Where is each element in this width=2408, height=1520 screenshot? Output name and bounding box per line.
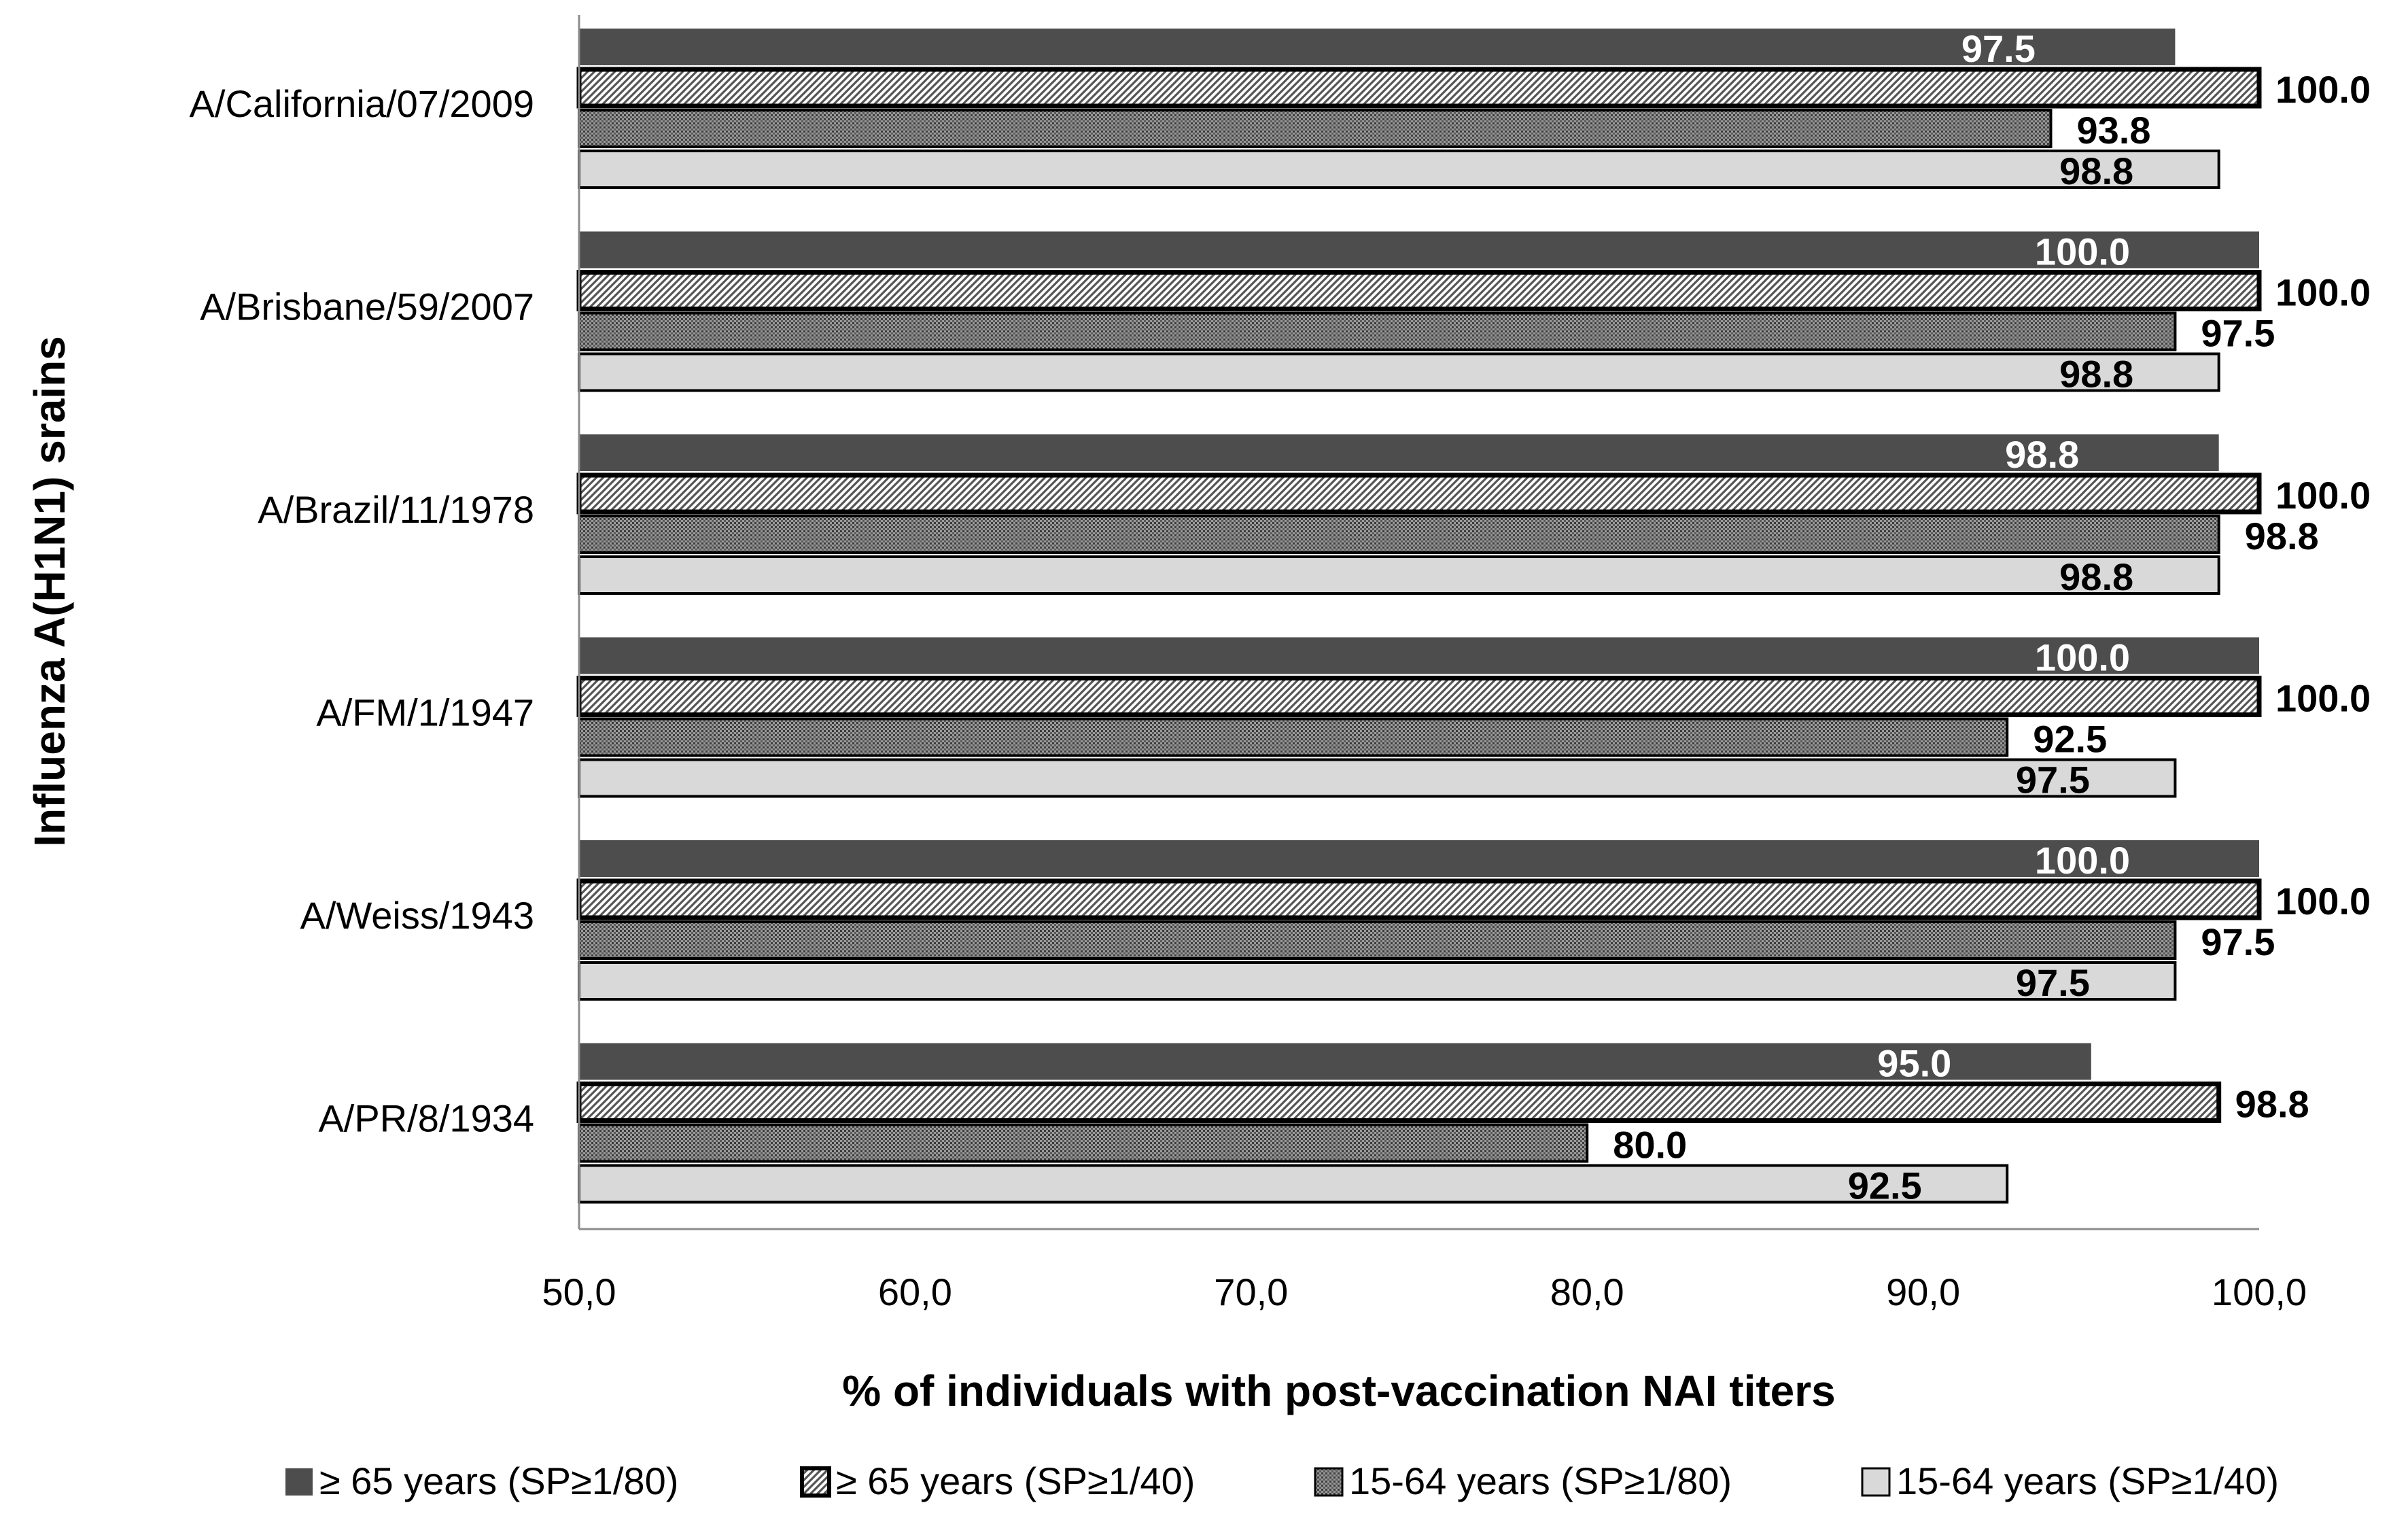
data-label-65-sp40: 100.0 — [2275, 677, 2371, 720]
bar-15-64-sp40 — [578, 352, 2220, 392]
data-label-65-sp80: 97.5 — [1961, 27, 2036, 70]
category-label: A/PR/8/1934 — [318, 1097, 534, 1140]
data-label-65-sp80: 98.8 — [2005, 433, 2079, 476]
category-label: A/Weiss/1943 — [300, 894, 534, 937]
bar-65-sp40 — [576, 1082, 2222, 1123]
bar-15-64-sp80 — [578, 717, 2009, 757]
bar-15-64-sp40 — [578, 555, 2220, 595]
bar-15-64-sp80 — [578, 109, 2053, 148]
x-tick-label: 100,0 — [2212, 1271, 2307, 1313]
data-label-15-64-sp80: 97.5 — [2201, 920, 2275, 963]
bar-15-64-sp80 — [578, 1123, 1589, 1163]
data-label-15-64-sp80: 97.5 — [2201, 312, 2275, 355]
bar-15-64-sp80 — [578, 515, 2220, 554]
data-label-65-sp40: 100.0 — [2275, 271, 2371, 314]
category-label: A/FM/1/1947 — [316, 691, 534, 734]
x-tick-label: 90,0 — [1886, 1271, 1960, 1313]
bar-15-64-sp80 — [578, 920, 2177, 960]
x-tick-labels: 50,0 60,0 70,0 80,0 90,0 100,0 — [542, 1271, 2307, 1313]
x-axis-title: % of individuals with post-vaccination N… — [842, 1366, 1836, 1415]
data-label-15-64-sp80: 98.8 — [2245, 515, 2319, 557]
data-label-15-64-sp40: 97.5 — [2016, 961, 2090, 1004]
category-label: A/Brazil/11/1978 — [258, 488, 534, 531]
data-label-65-sp80: 100.0 — [2035, 636, 2130, 679]
data-label-65-sp40: 100.0 — [2275, 474, 2371, 517]
legend-label: 15-64 years (SP≥1/40) — [1896, 1459, 2279, 1502]
legend-swatch-65-sp80 — [285, 1468, 313, 1496]
bar-65-sp40 — [576, 67, 2262, 109]
bar-65-sp80 — [579, 434, 2219, 471]
bar-65-sp80 — [579, 29, 2176, 65]
bar-15-64-sp80 — [578, 311, 2177, 351]
category-label: A/California/07/2009 — [190, 82, 534, 125]
data-label-65-sp80: 100.0 — [2035, 839, 2130, 882]
legend-swatch-15-64-sp80 — [1314, 1467, 1344, 1497]
x-tick-label: 80,0 — [1550, 1271, 1624, 1313]
bar-15-64-sp40 — [578, 150, 2220, 189]
legend-label: 15-64 years (SP≥1/80) — [1349, 1459, 1732, 1502]
legend-label: ≥ 65 years (SP≥1/40) — [836, 1459, 1195, 1502]
bar-65-sp80 — [579, 231, 2259, 269]
data-label-15-64-sp40: 92.5 — [1848, 1164, 1922, 1207]
bar-65-sp80 — [579, 1043, 2091, 1080]
bar-65-sp80 — [579, 637, 2259, 674]
x-tick-label: 50,0 — [542, 1271, 616, 1313]
legend-label: ≥ 65 years (SP≥1/80) — [319, 1459, 678, 1502]
bar-labels: 97.5100.093.898.8100.0100.097.598.898.81… — [1613, 27, 2371, 1207]
data-label-65-sp80: 95.0 — [1877, 1042, 1951, 1085]
bar-65-sp40 — [576, 676, 2262, 717]
category-labels: A/California/07/2009 A/Brisbane/59/2007 A/… — [190, 82, 534, 1140]
bar-65-sp40 — [576, 878, 2262, 920]
data-label-15-64-sp80: 93.8 — [2076, 109, 2150, 152]
legend-swatch-65-sp40 — [800, 1466, 831, 1498]
data-label-15-64-sp40: 98.8 — [2059, 555, 2133, 598]
legend-swatch-15-64-sp40 — [1861, 1467, 1891, 1497]
data-label-15-64-sp80: 92.5 — [2033, 718, 2107, 761]
data-label-15-64-sp40: 98.8 — [2059, 150, 2133, 192]
data-label-65-sp40: 100.0 — [2275, 880, 2371, 922]
bar-15-64-sp40 — [578, 758, 2177, 798]
y-axis-title: Influenza A(H1N1) srains — [25, 336, 74, 847]
data-label-15-64-sp80: 80.0 — [1613, 1124, 1687, 1167]
x-tick-label: 60,0 — [878, 1271, 952, 1313]
bar-65-sp80 — [579, 840, 2259, 877]
data-label-15-64-sp40: 97.5 — [2016, 759, 2090, 801]
data-label-65-sp40: 98.8 — [2235, 1083, 2309, 1126]
category-label: A/Brisbane/59/2007 — [200, 286, 534, 328]
bars — [576, 29, 2262, 1204]
data-label-15-64-sp40: 98.8 — [2059, 353, 2133, 396]
bar-65-sp40 — [576, 472, 2262, 515]
data-label-65-sp40: 100.0 — [2275, 68, 2371, 111]
data-label-65-sp80: 100.0 — [2035, 230, 2130, 273]
bar-15-64-sp40 — [578, 1164, 2009, 1204]
bar-15-64-sp40 — [578, 961, 2177, 1001]
legend: ≥ 65 years (SP≥1/80) ≥ 65 years (SP≥1/40)… — [285, 1459, 2279, 1502]
bar-65-sp40 — [576, 270, 2262, 311]
x-tick-label: 70,0 — [1214, 1271, 1288, 1313]
